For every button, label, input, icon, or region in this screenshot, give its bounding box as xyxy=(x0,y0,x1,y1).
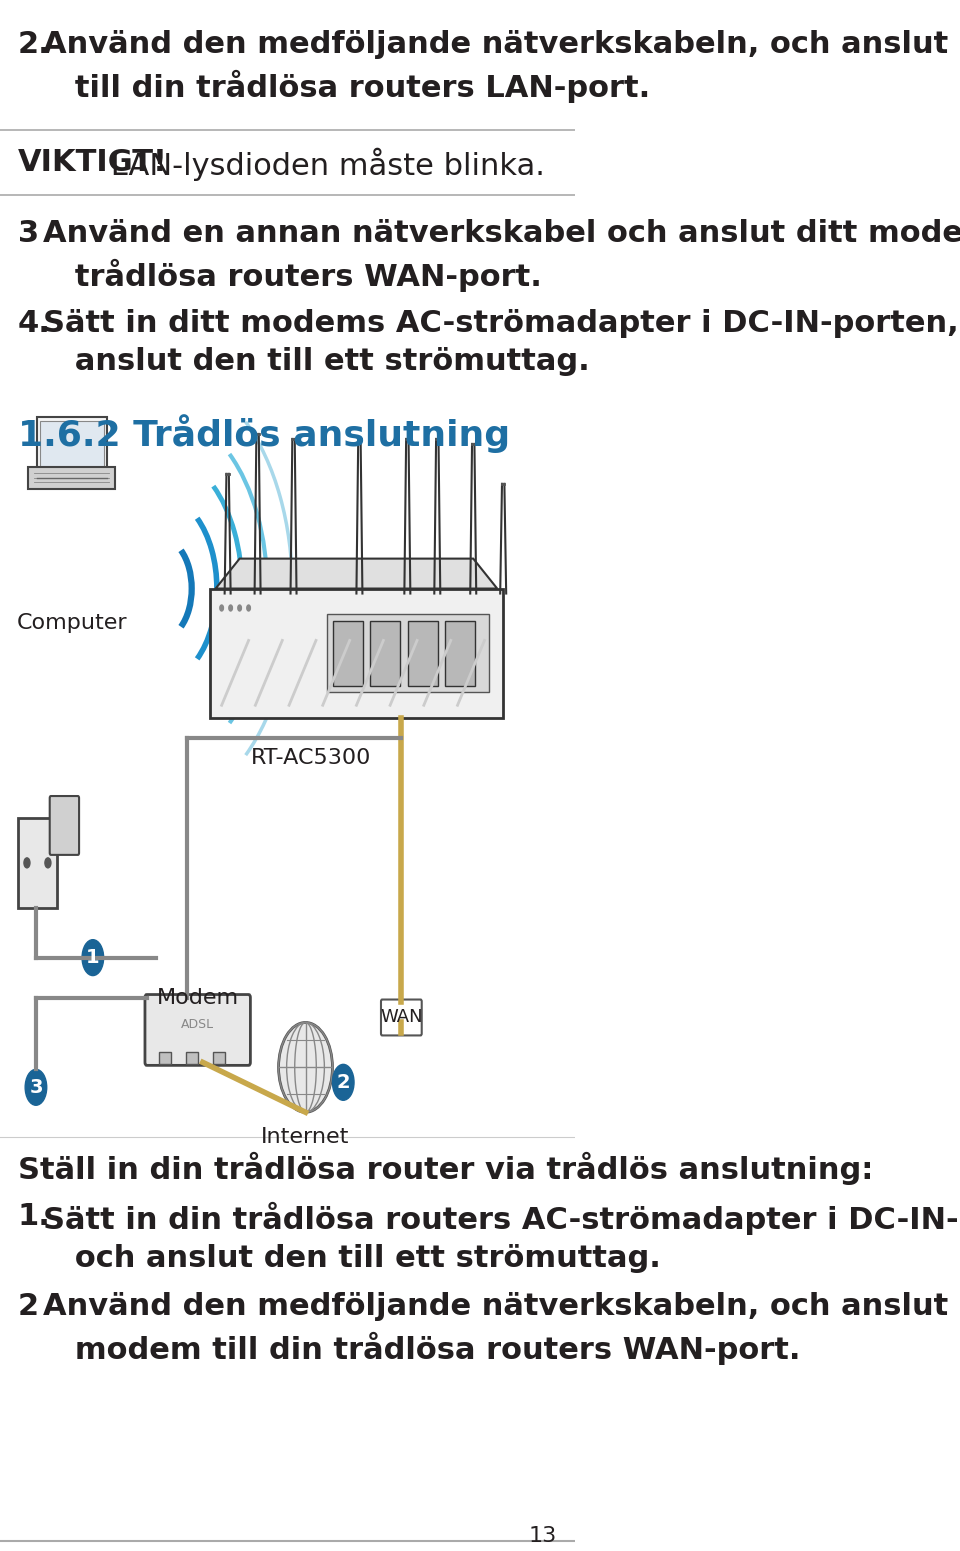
Text: Modem: Modem xyxy=(156,988,239,1008)
Text: Computer: Computer xyxy=(16,614,127,633)
Text: 2: 2 xyxy=(18,1292,39,1321)
Text: 1: 1 xyxy=(86,948,100,968)
FancyBboxPatch shape xyxy=(209,588,503,718)
Text: Använd en annan nätverkskabel och anslut ditt modem till din
   trådlösa routers: Använd en annan nätverkskabel och anslut… xyxy=(43,219,960,293)
Text: Sätt in ditt modems AC-strömadapter i DC-IN-porten, och
   anslut den till ett s: Sätt in ditt modems AC-strömadapter i DC… xyxy=(43,309,960,377)
Circle shape xyxy=(82,940,104,976)
FancyBboxPatch shape xyxy=(185,1053,198,1064)
Circle shape xyxy=(278,1022,332,1112)
Circle shape xyxy=(247,605,251,611)
Text: Ställ in din trådlösa router via trådlös anslutning:: Ställ in din trådlösa router via trådlös… xyxy=(18,1152,874,1185)
FancyBboxPatch shape xyxy=(39,422,105,473)
Polygon shape xyxy=(216,558,497,588)
Text: 3: 3 xyxy=(29,1078,42,1097)
Circle shape xyxy=(238,605,241,611)
Text: ADSL: ADSL xyxy=(181,1019,214,1031)
FancyBboxPatch shape xyxy=(408,620,438,686)
FancyBboxPatch shape xyxy=(29,467,115,489)
Text: 2.: 2. xyxy=(18,29,51,59)
Text: 3: 3 xyxy=(18,219,39,248)
Circle shape xyxy=(45,858,51,869)
FancyBboxPatch shape xyxy=(158,1053,171,1064)
Text: 13: 13 xyxy=(529,1526,557,1546)
FancyBboxPatch shape xyxy=(50,796,79,855)
FancyBboxPatch shape xyxy=(327,614,489,692)
FancyBboxPatch shape xyxy=(145,994,251,1066)
FancyBboxPatch shape xyxy=(213,1053,225,1064)
Circle shape xyxy=(24,858,30,869)
Circle shape xyxy=(228,605,232,611)
Text: Använd den medföljande nätverkskabeln, och anslut din dator
   till din trådlösa: Använd den medföljande nätverkskabeln, o… xyxy=(43,29,960,102)
Circle shape xyxy=(332,1064,354,1100)
Text: 1.6.2 Trådlös anslutning: 1.6.2 Trådlös anslutning xyxy=(18,414,510,453)
Text: 4.: 4. xyxy=(18,309,51,338)
Text: Använd den medföljande nätverkskabeln, och anslut ditt
   modem till din trådlös: Använd den medföljande nätverkskabeln, o… xyxy=(43,1292,960,1365)
FancyBboxPatch shape xyxy=(37,417,107,478)
FancyBboxPatch shape xyxy=(371,620,400,686)
Circle shape xyxy=(220,605,224,611)
Text: 2: 2 xyxy=(336,1073,350,1092)
Text: LAN-lysdioden måste blinka.: LAN-lysdioden måste blinka. xyxy=(101,147,544,181)
Text: WAN: WAN xyxy=(380,1008,422,1027)
Circle shape xyxy=(25,1069,47,1106)
Text: Internet: Internet xyxy=(261,1128,349,1148)
FancyBboxPatch shape xyxy=(381,999,421,1036)
FancyBboxPatch shape xyxy=(445,620,475,686)
Text: RT-AC5300: RT-AC5300 xyxy=(252,748,372,768)
Text: VIKTIGT!: VIKTIGT! xyxy=(18,147,168,177)
FancyBboxPatch shape xyxy=(333,620,363,686)
FancyBboxPatch shape xyxy=(18,817,57,907)
Text: 1.: 1. xyxy=(18,1202,51,1231)
Text: Sätt in din trådlösa routers AC-strömadapter i DC-IN-uttaget
   och anslut den t: Sätt in din trådlösa routers AC-strömada… xyxy=(43,1202,960,1273)
